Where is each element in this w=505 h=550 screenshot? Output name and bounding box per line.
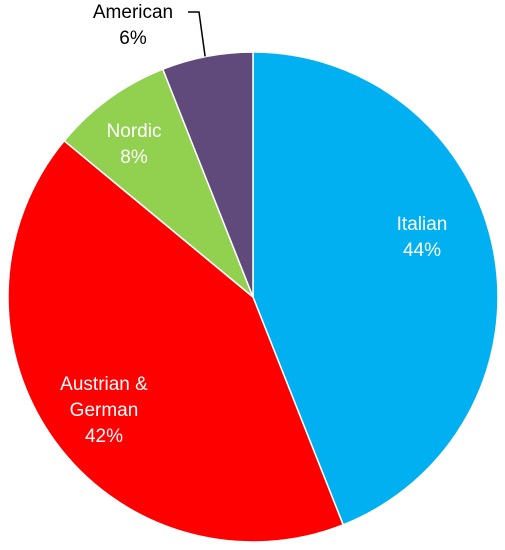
slice-label-austrian-german: Austrian & German 42% (60, 374, 148, 447)
slice-label-nordic: Nordic 8% (107, 121, 162, 168)
slice-name-label: Austrian & (60, 374, 148, 395)
labels-layer: Italian 44% Austrian & German 42% Nordic 8% Ame… (60, 2, 447, 447)
pie-slice-austrian-german (7, 139, 345, 543)
slice-name-label: Nordic (107, 121, 162, 142)
slice-name-label: Italian (397, 214, 448, 235)
slice-name-label: American (93, 2, 173, 23)
slice-value-label: 6% (119, 28, 147, 49)
leader-line (188, 11, 206, 57)
slices-layer (7, 51, 499, 543)
slice-value-label: 42% (85, 426, 123, 447)
slice-value-label: 44% (403, 240, 441, 261)
pie-slice-italian (252, 51, 499, 526)
slice-label-italian: Italian 44% (397, 214, 448, 261)
pie-slice-nordic (63, 68, 254, 298)
slice-name-label: German (70, 400, 139, 421)
slice-label-american: American 6% (93, 2, 173, 49)
pie-slice-american (161, 51, 254, 298)
slice-value-label: 8% (120, 147, 148, 168)
